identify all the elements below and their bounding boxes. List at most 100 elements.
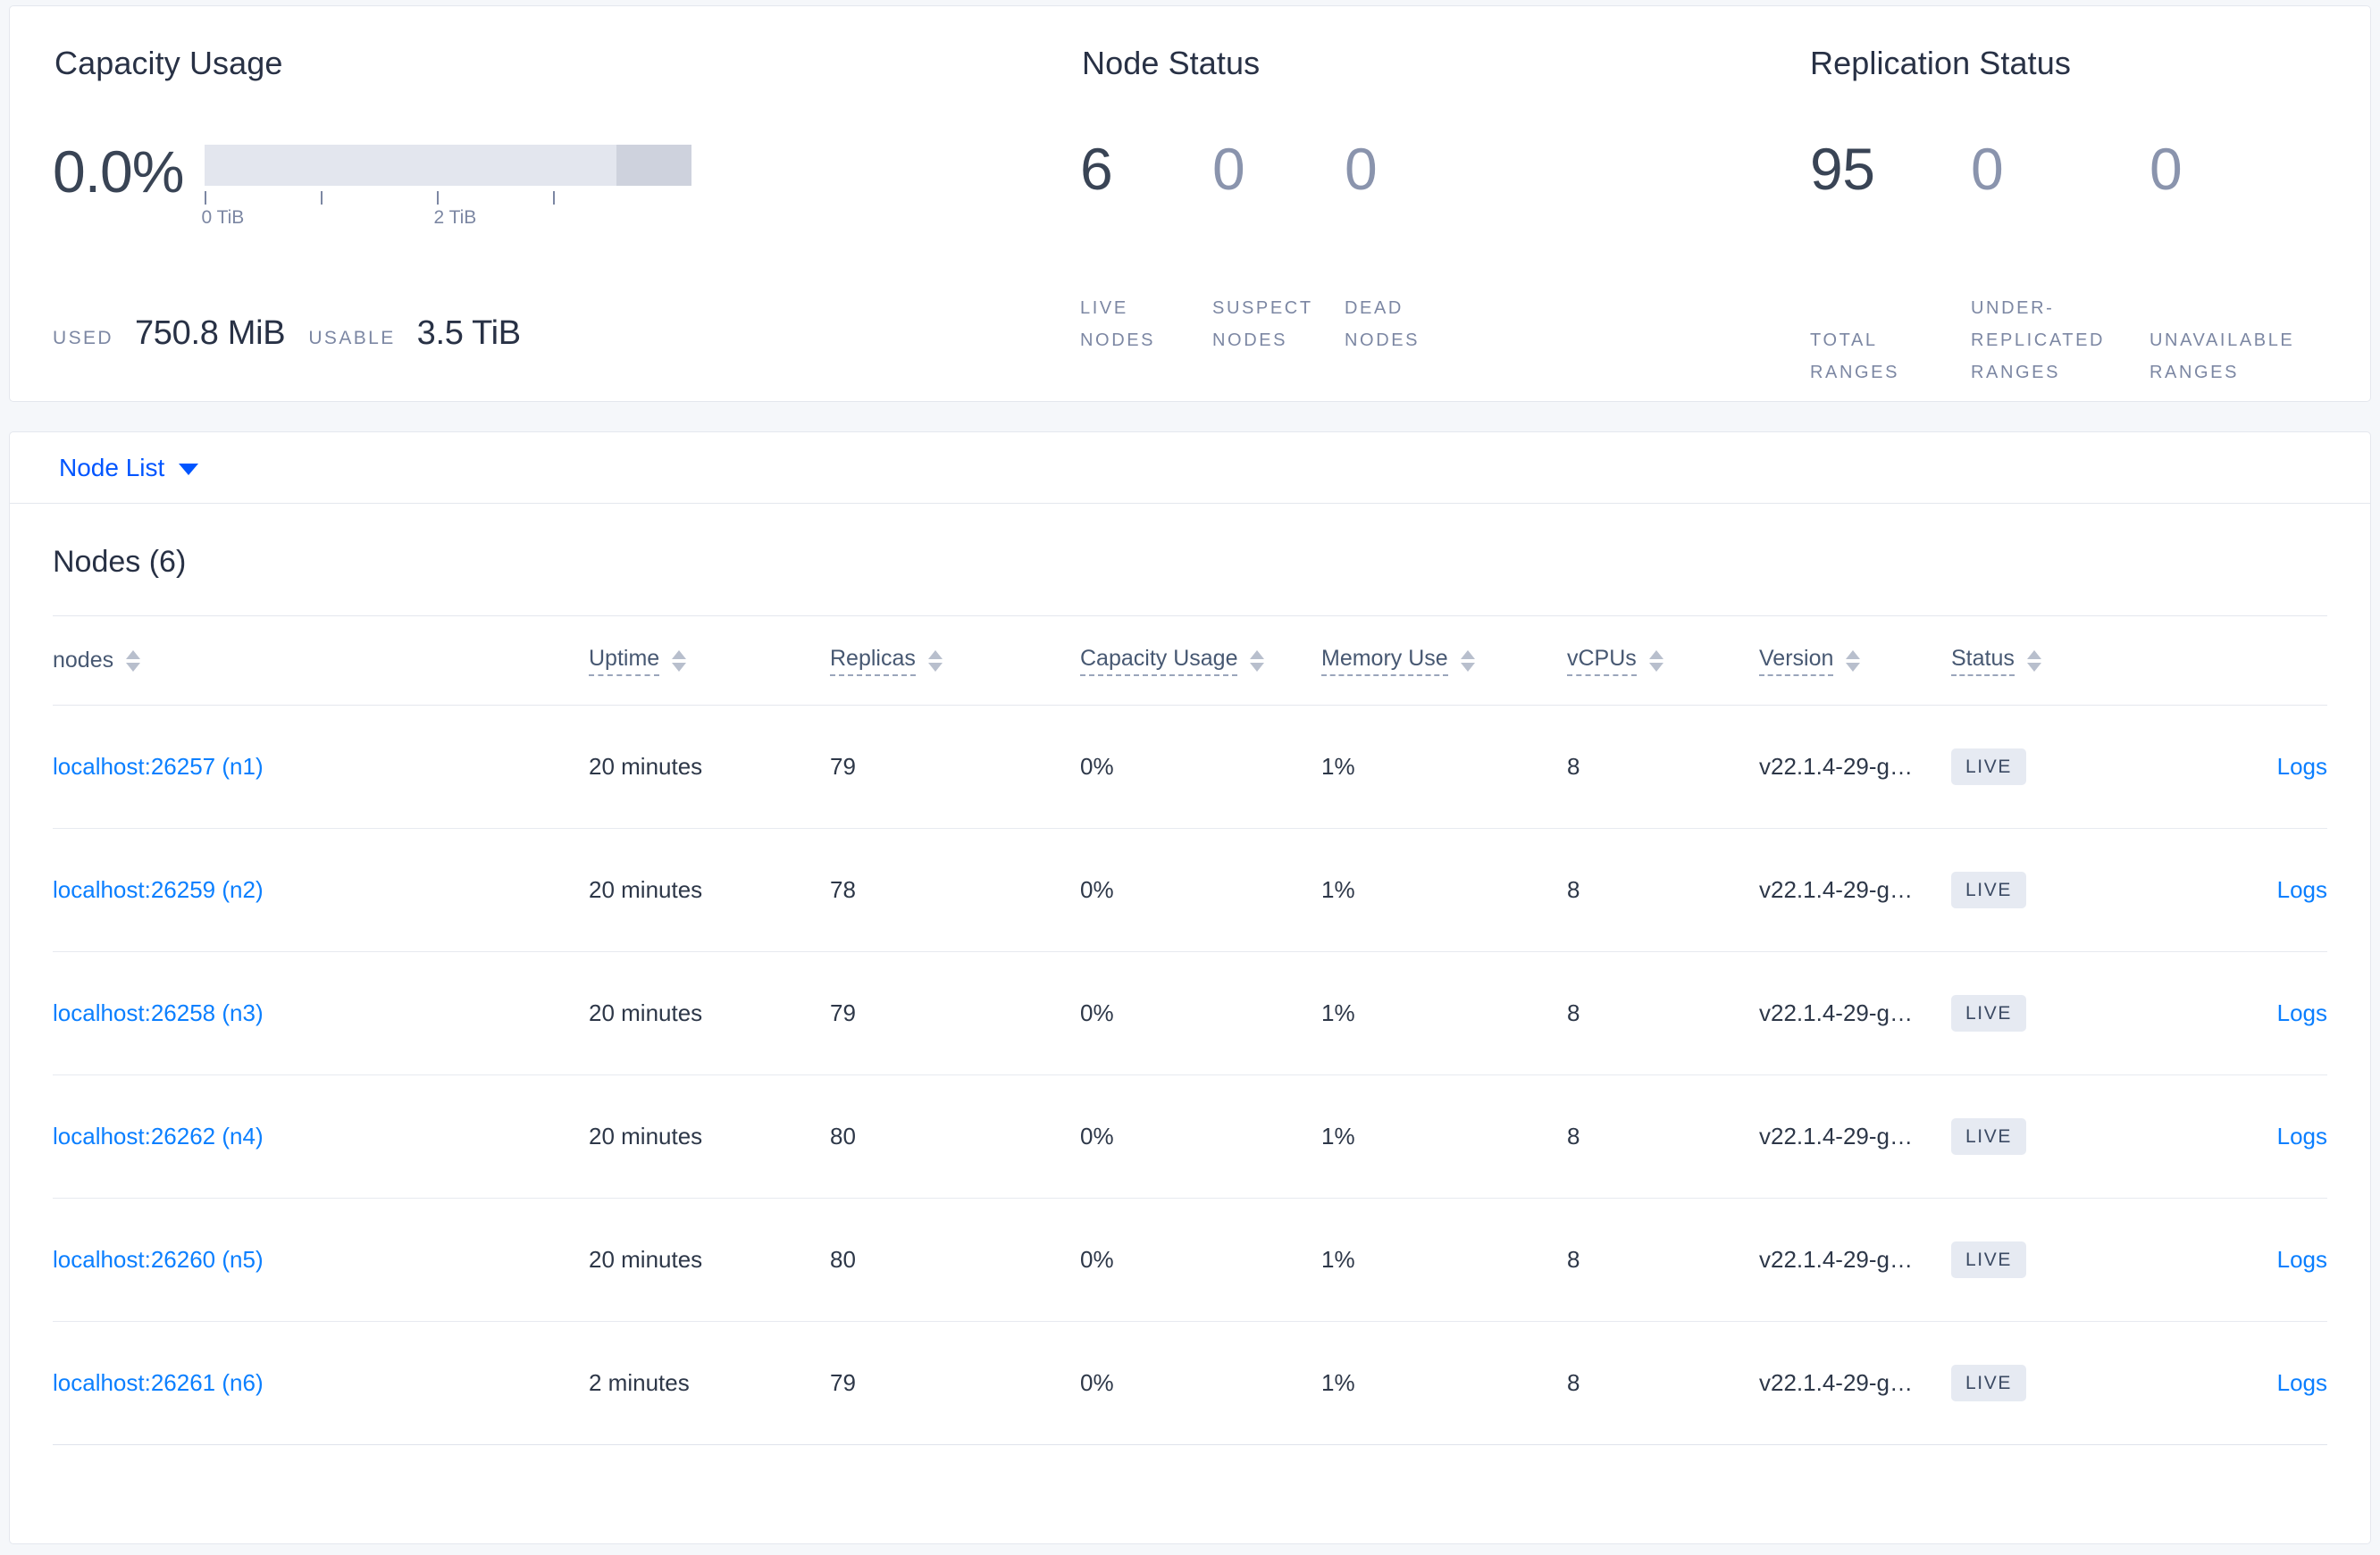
cell-version: v22.1.4-29-g… (1759, 1074, 1951, 1199)
cell-memory: 1% (1321, 828, 1567, 952)
sort-arrows-icon[interactable] (1648, 649, 1663, 672)
tab-node-list[interactable]: Node List (59, 453, 199, 482)
capacity-used-label: USED (53, 328, 113, 348)
table-row: localhost:26258 (n3) 20 minutes 79 0% 1%… (53, 951, 2327, 1075)
cell-status: LIVE (1951, 951, 2215, 1075)
sort-arrows-icon[interactable] (927, 649, 943, 672)
column-header-version[interactable]: Version (1759, 615, 1951, 706)
cell-uptime: 2 minutes (589, 1321, 830, 1445)
column-header-capacity-usage[interactable]: Capacity Usage (1080, 615, 1321, 706)
column-header-status-label: Status (1951, 646, 2015, 676)
sort-arrows-icon[interactable] (1460, 649, 1475, 672)
cell-vcpus: 8 (1567, 1321, 1759, 1445)
suspect-nodes-value: 0 (1212, 136, 1245, 202)
node-status-title: Node Status (1082, 45, 1261, 81)
capacity-usage-title: Capacity Usage (54, 45, 283, 81)
table-header-row: nodes Uptime Replicas (53, 615, 2327, 706)
cell-capacity: 0% (1080, 1321, 1321, 1445)
node-link[interactable]: localhost:26262 (n4) (53, 1123, 264, 1150)
column-header-replicas[interactable]: Replicas (830, 615, 1080, 706)
cell-vcpus: 8 (1567, 1074, 1759, 1199)
live-nodes-stat: 6 (1080, 136, 1212, 202)
node-link[interactable]: localhost:26260 (n5) (53, 1246, 264, 1273)
column-header-capacity-usage-label: Capacity Usage (1080, 646, 1238, 676)
sort-arrows-icon[interactable] (672, 649, 687, 672)
column-header-uptime[interactable]: Uptime (589, 615, 830, 706)
tab-node-list-label: Node List (59, 453, 165, 481)
sort-arrows-icon[interactable] (2026, 649, 2041, 672)
panel-tab-bar: Node List (10, 432, 2370, 504)
capacity-usage-widget: Capacity Usage 0.0% 0 TiB 2 (10, 6, 1037, 401)
table-row: localhost:26261 (n6) 2 minutes 79 0% 1% … (53, 1321, 2327, 1445)
cell-vcpus: 8 (1567, 951, 1759, 1075)
dead-nodes-value: 0 (1345, 136, 1378, 202)
column-header-status[interactable]: Status (1951, 615, 2215, 706)
cell-version: v22.1.4-29-g… (1759, 1321, 1951, 1445)
capacity-axis-ticks (205, 191, 691, 207)
column-header-uptime-label: Uptime (589, 646, 660, 676)
total-ranges-label: TOTAL RANGES (1810, 330, 1900, 382)
cell-node: localhost:26259 (n2) (53, 828, 589, 952)
dead-nodes-label: DEAD NODES (1345, 298, 1420, 350)
cell-node: localhost:26260 (n5) (53, 1198, 589, 1322)
cell-replicas: 78 (830, 828, 1080, 952)
node-link[interactable]: localhost:26257 (n1) (53, 753, 264, 780)
column-header-nodes[interactable]: nodes (53, 615, 589, 706)
under-replicated-ranges-label: UNDER- REPLICATED RANGES (1971, 298, 2106, 382)
logs-link[interactable]: Logs (2276, 753, 2327, 780)
cell-status: LIVE (1951, 1198, 2215, 1322)
chevron-down-icon[interactable] (179, 464, 199, 475)
logs-link[interactable]: Logs (2276, 1369, 2327, 1396)
node-list-panel: Node List Nodes (6) nodes Uptime (9, 431, 2371, 1544)
cell-version: v22.1.4-29-g… (1759, 828, 1951, 952)
under-replicated-ranges-stat: 0 (1971, 136, 2150, 202)
cell-capacity: 0% (1080, 951, 1321, 1075)
node-link[interactable]: localhost:26259 (n2) (53, 876, 264, 903)
logs-link[interactable]: Logs (2276, 876, 2327, 903)
cell-capacity: 0% (1080, 828, 1321, 952)
axis-tick (553, 191, 556, 205)
cell-logs: Logs (2215, 1321, 2327, 1445)
column-header-memory-use[interactable]: Memory Use (1321, 615, 1567, 706)
cell-logs: Logs (2215, 1074, 2327, 1199)
node-status-widget: Node Status 6 0 0 LIVE NODES SUSPECT NOD… (1037, 6, 1770, 401)
capacity-usable-label: USABLE (308, 328, 396, 348)
node-link[interactable]: localhost:26258 (n3) (53, 999, 264, 1026)
logs-link[interactable]: Logs (2276, 999, 2327, 1026)
column-header-memory-use-label: Memory Use (1321, 646, 1448, 676)
replication-status-values: 95 0 0 (1810, 136, 2310, 202)
under-replicated-ranges-value: 0 (1971, 136, 2004, 202)
nodes-table-head: nodes Uptime Replicas (53, 615, 2327, 706)
column-header-replicas-label: Replicas (830, 646, 916, 676)
logs-link[interactable]: Logs (2276, 1123, 2327, 1150)
cell-uptime: 20 minutes (589, 705, 830, 829)
cell-version: v22.1.4-29-g… (1759, 705, 1951, 829)
status-badge: LIVE (1951, 748, 2026, 785)
axis-tick (321, 191, 323, 205)
cell-vcpus: 8 (1567, 828, 1759, 952)
node-link[interactable]: localhost:26261 (n6) (53, 1369, 264, 1396)
column-header-vcpus[interactable]: vCPUs (1567, 615, 1759, 706)
cell-memory: 1% (1321, 1198, 1567, 1322)
sort-arrows-icon[interactable] (126, 649, 141, 672)
node-status-labels: LIVE NODES SUSPECT NODES DEAD NODES (1080, 292, 1523, 356)
sort-arrows-icon[interactable] (1846, 649, 1861, 672)
axis-tick (437, 191, 440, 205)
column-header-nodes-label: nodes (53, 648, 114, 673)
axis-tick-label: 0 TiB (201, 207, 245, 228)
node-status-values: 6 0 0 (1080, 136, 1477, 202)
column-header-vcpus-label: vCPUs (1567, 646, 1637, 676)
cell-status: LIVE (1951, 828, 2215, 952)
cell-replicas: 80 (830, 1198, 1080, 1322)
cell-node: localhost:26257 (n1) (53, 705, 589, 829)
capacity-used-value: 750.8 MiB (134, 314, 286, 352)
logs-link[interactable]: Logs (2276, 1246, 2327, 1273)
table-row: localhost:26260 (n5) 20 minutes 80 0% 1%… (53, 1198, 2327, 1322)
column-header-logs (2215, 615, 2327, 706)
capacity-axis-labels: 0 TiB 2 TiB (201, 207, 691, 229)
live-nodes-value: 6 (1080, 136, 1113, 202)
capacity-bar-available-segment (205, 145, 616, 186)
total-ranges-value: 95 (1810, 136, 1875, 202)
sort-arrows-icon[interactable] (1250, 649, 1265, 672)
cell-replicas: 79 (830, 951, 1080, 1075)
